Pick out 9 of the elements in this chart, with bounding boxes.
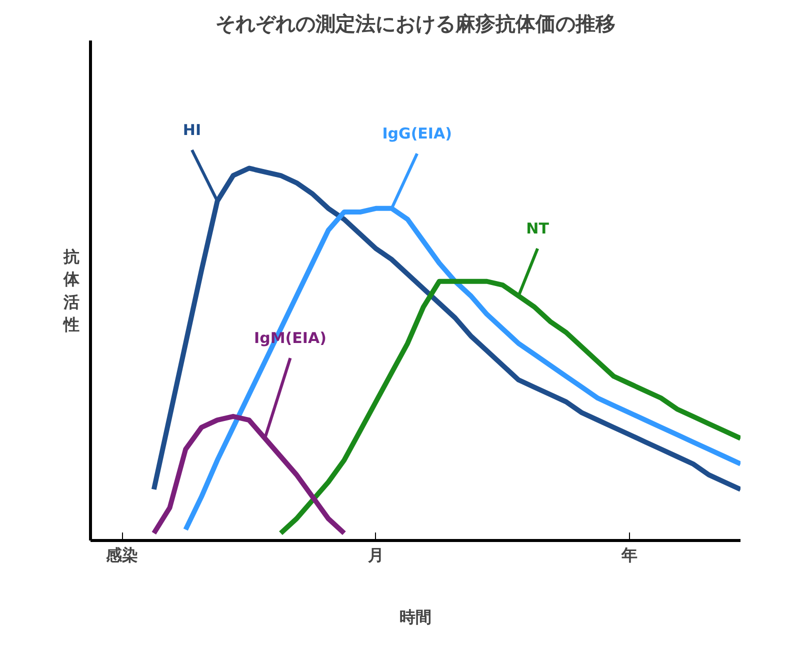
y-axis-title: 抗体活性 — [62, 246, 80, 334]
x-axis-title: 時間 — [400, 608, 432, 626]
text: HI — [182, 121, 202, 140]
x-tick-label: 月 — [366, 546, 384, 564]
chart-title: それぞれの測定法における麻疹抗体価の推移 — [216, 12, 616, 36]
x-tick-label: 感染 — [105, 546, 138, 564]
x-tick-label: 年 — [620, 546, 638, 564]
text: NT — [526, 220, 550, 238]
text: IgG(EIA) — [382, 124, 452, 143]
